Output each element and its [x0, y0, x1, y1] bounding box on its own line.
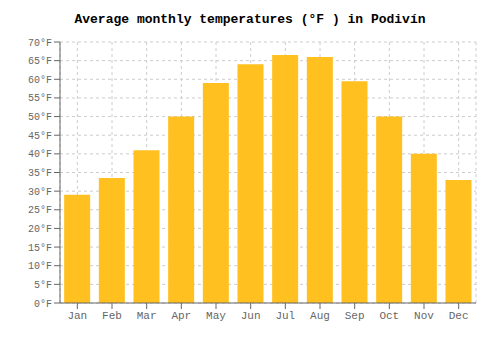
svg-text:Sep: Sep — [345, 310, 365, 322]
svg-text:20°F: 20°F — [28, 224, 52, 235]
svg-text:35°F: 35°F — [28, 168, 52, 179]
svg-text:70°F: 70°F — [28, 38, 52, 49]
svg-text:Dec: Dec — [449, 310, 469, 322]
svg-text:25°F: 25°F — [28, 205, 52, 216]
svg-text:0°F: 0°F — [34, 299, 52, 310]
svg-text:60°F: 60°F — [28, 75, 52, 86]
svg-text:Aug: Aug — [310, 310, 330, 322]
svg-text:Jul: Jul — [275, 310, 295, 322]
svg-text:45°F: 45°F — [28, 131, 52, 142]
svg-text:Oct: Oct — [379, 310, 399, 322]
svg-text:Mar: Mar — [137, 310, 157, 322]
svg-text:15°F: 15°F — [28, 243, 52, 254]
svg-text:5°F: 5°F — [34, 280, 52, 291]
svg-text:May: May — [206, 310, 226, 322]
svg-text:10°F: 10°F — [28, 261, 52, 272]
svg-text:50°F: 50°F — [28, 112, 52, 123]
svg-text:55°F: 55°F — [28, 93, 52, 104]
svg-text:Jan: Jan — [67, 310, 87, 322]
html-text:Average monthly temperatures (: Average monthly temperatures (°F ) in Po… — [74, 12, 426, 27]
svg-text:Apr: Apr — [171, 310, 191, 322]
svg-text:40°F: 40°F — [28, 149, 52, 160]
svg-text:Nov: Nov — [414, 310, 434, 322]
svg-text:Jun: Jun — [241, 310, 261, 322]
svg-text:Feb: Feb — [102, 310, 122, 322]
svg-text:30°F: 30°F — [28, 187, 52, 198]
svg-text:65°F: 65°F — [28, 56, 52, 67]
